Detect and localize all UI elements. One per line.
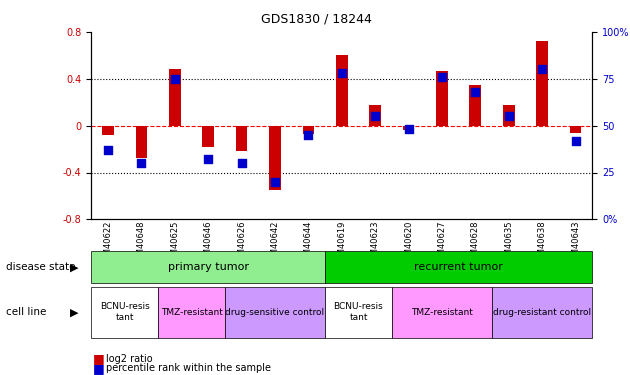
Point <box>571 138 581 144</box>
Text: ▶: ▶ <box>70 307 79 317</box>
Text: ■: ■ <box>93 362 105 375</box>
Bar <box>403 126 415 130</box>
Bar <box>202 126 214 147</box>
Bar <box>436 70 448 126</box>
Bar <box>469 85 481 126</box>
Point <box>537 66 547 72</box>
Point <box>103 147 113 153</box>
Text: cell line: cell line <box>6 307 47 317</box>
Text: primary tumor: primary tumor <box>168 262 249 272</box>
Point <box>169 76 180 82</box>
Point <box>136 160 146 166</box>
Text: GDS1830 / 18244: GDS1830 / 18244 <box>261 12 372 25</box>
Point <box>203 156 213 162</box>
Bar <box>169 69 181 126</box>
Text: recurrent tumor: recurrent tumor <box>414 262 503 272</box>
Text: TMZ-resistant: TMZ-resistant <box>411 308 473 316</box>
Point <box>304 132 314 138</box>
Text: percentile rank within the sample: percentile rank within the sample <box>106 363 271 373</box>
Bar <box>269 126 281 190</box>
Bar <box>302 126 314 134</box>
Bar <box>503 105 515 126</box>
Text: BCNU-resis
tant: BCNU-resis tant <box>100 303 149 322</box>
Bar <box>135 126 147 158</box>
Text: ▶: ▶ <box>70 262 79 272</box>
Bar <box>336 56 348 126</box>
Bar <box>536 41 548 126</box>
Text: drug-resistant control: drug-resistant control <box>493 308 591 316</box>
Text: TMZ-resistant: TMZ-resistant <box>161 308 222 316</box>
Point <box>403 126 413 132</box>
Text: ■: ■ <box>93 352 105 365</box>
Text: drug-sensitive control: drug-sensitive control <box>226 308 324 316</box>
Bar <box>369 105 381 126</box>
Bar <box>570 126 581 133</box>
Text: disease state: disease state <box>6 262 76 272</box>
Bar <box>236 126 248 152</box>
Text: BCNU-resis
tant: BCNU-resis tant <box>334 303 383 322</box>
Point <box>504 113 514 119</box>
Point <box>470 89 481 95</box>
Point <box>437 74 447 80</box>
Point <box>370 113 380 119</box>
Point <box>270 179 280 185</box>
Bar <box>102 126 114 135</box>
Point <box>336 70 346 76</box>
Point <box>237 160 247 166</box>
Text: log2 ratio: log2 ratio <box>106 354 152 363</box>
